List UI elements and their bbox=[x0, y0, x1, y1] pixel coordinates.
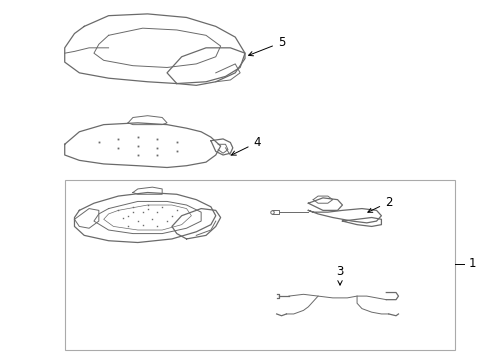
Text: 2: 2 bbox=[368, 195, 392, 212]
Text: 1: 1 bbox=[469, 257, 477, 270]
Text: 3: 3 bbox=[336, 265, 343, 285]
Text: 4: 4 bbox=[231, 136, 261, 155]
Text: 5: 5 bbox=[248, 36, 285, 56]
Bar bbox=[65, 180, 455, 350]
